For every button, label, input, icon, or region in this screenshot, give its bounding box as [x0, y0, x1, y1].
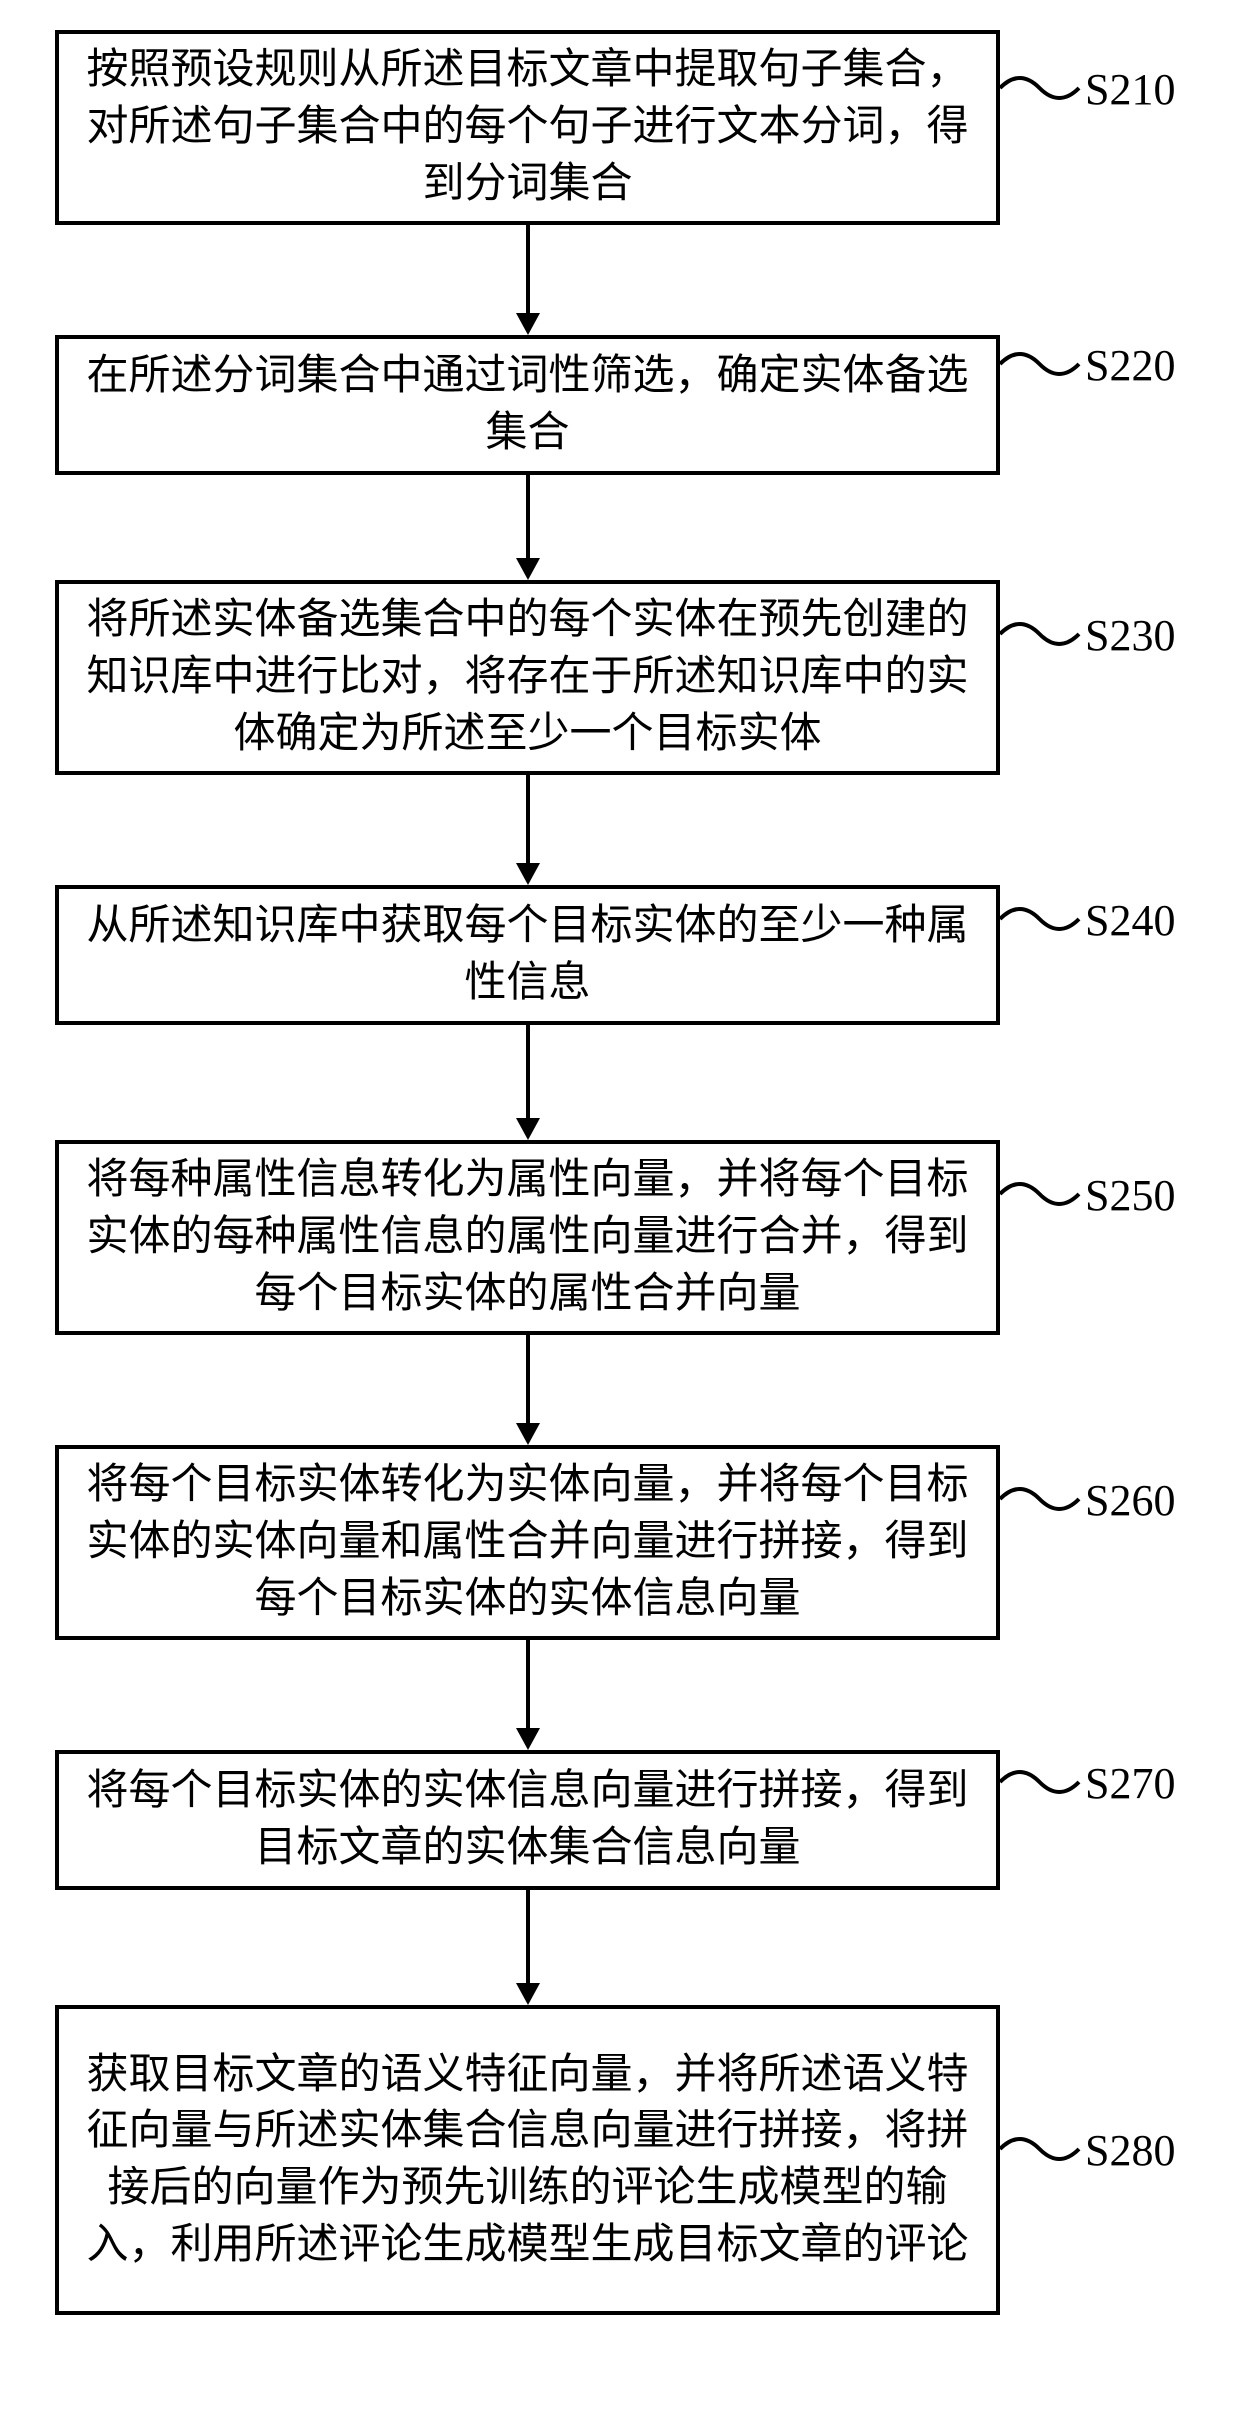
- flow-node-text: 将每种属性信息转化为属性向量，并将每个目标实体的每种属性信息的属性向量进行合并，…: [77, 1152, 978, 1322]
- flow-node-text: 从所述知识库中获取每个目标实体的至少一种属性信息: [77, 898, 978, 1011]
- flow-node-n7: 将每个目标实体的实体信息向量进行拼接，得到目标文章的实体集合信息向量: [55, 1750, 1000, 1890]
- leader-line: [1000, 1752, 1079, 1812]
- arrow-n2-n3: [508, 475, 548, 580]
- step-label-S240: S240: [1085, 895, 1175, 946]
- step-label-S260: S260: [1085, 1475, 1175, 1526]
- step-label-S230: S230: [1085, 610, 1175, 661]
- step-label-S270: S270: [1085, 1758, 1175, 1809]
- flow-node-n8: 获取目标文章的语义特征向量，并将所述语义特征向量与所述实体集合信息向量进行拼接，…: [55, 2005, 1000, 2315]
- arrow-n4-n5: [508, 1025, 548, 1140]
- flow-node-text: 按照预设规则从所述目标文章中提取句子集合，对所述句子集合中的每个句子进行文本分词…: [77, 42, 978, 212]
- flow-node-n6: 将每个目标实体转化为实体向量，并将每个目标实体的实体向量和属性合并向量进行拼接，…: [55, 1445, 1000, 1640]
- step-label-S220: S220: [1085, 340, 1175, 391]
- leader-line: [1000, 334, 1079, 394]
- flow-node-n5: 将每种属性信息转化为属性向量，并将每个目标实体的每种属性信息的属性向量进行合并，…: [55, 1140, 1000, 1335]
- step-label-S280: S280: [1085, 2125, 1175, 2176]
- step-label-S250: S250: [1085, 1170, 1175, 1221]
- flow-node-text: 获取目标文章的语义特征向量，并将所述语义特征向量与所述实体集合信息向量进行拼接，…: [77, 2047, 978, 2274]
- flow-node-n1: 按照预设规则从所述目标文章中提取句子集合，对所述句子集合中的每个句子进行文本分词…: [55, 30, 1000, 225]
- flow-node-text: 将所述实体备选集合中的每个实体在预先创建的知识库中进行比对，将存在于所述知识库中…: [77, 592, 978, 762]
- flow-node-text: 在所述分词集合中通过词性筛选，确定实体备选集合: [77, 348, 978, 461]
- leader-line: [1000, 2119, 1079, 2179]
- arrow-n5-n6: [508, 1335, 548, 1445]
- arrow-n3-n4: [508, 775, 548, 885]
- arrow-n7-n8: [508, 1890, 548, 2005]
- flowchart-canvas: 按照预设规则从所述目标文章中提取句子集合，对所述句子集合中的每个句子进行文本分词…: [0, 0, 1240, 2431]
- arrow-n1-n2: [508, 225, 548, 335]
- leader-line: [1000, 604, 1079, 664]
- leader-line: [1000, 1469, 1079, 1529]
- flow-node-text: 将每个目标实体的实体信息向量进行拼接，得到目标文章的实体集合信息向量: [77, 1763, 978, 1876]
- leader-line: [1000, 889, 1079, 949]
- leader-line: [1000, 1164, 1079, 1224]
- flow-node-n4: 从所述知识库中获取每个目标实体的至少一种属性信息: [55, 885, 1000, 1025]
- flow-node-n3: 将所述实体备选集合中的每个实体在预先创建的知识库中进行比对，将存在于所述知识库中…: [55, 580, 1000, 775]
- step-label-S210: S210: [1085, 64, 1175, 115]
- flow-node-text: 将每个目标实体转化为实体向量，并将每个目标实体的实体向量和属性合并向量进行拼接，…: [77, 1457, 978, 1627]
- arrow-n6-n7: [508, 1640, 548, 1750]
- leader-line: [1000, 58, 1079, 118]
- flow-node-n2: 在所述分词集合中通过词性筛选，确定实体备选集合: [55, 335, 1000, 475]
